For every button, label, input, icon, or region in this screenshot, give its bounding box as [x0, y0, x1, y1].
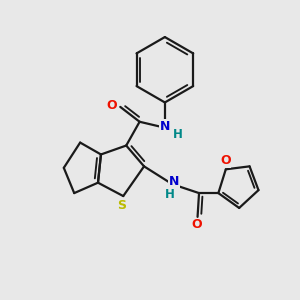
Text: O: O: [106, 99, 117, 112]
Text: H: H: [172, 128, 182, 141]
Text: O: O: [192, 218, 202, 231]
Text: O: O: [220, 154, 230, 167]
Text: N: N: [169, 175, 179, 188]
Text: N: N: [160, 120, 171, 133]
Text: H: H: [165, 188, 175, 201]
Text: S: S: [117, 199, 126, 212]
